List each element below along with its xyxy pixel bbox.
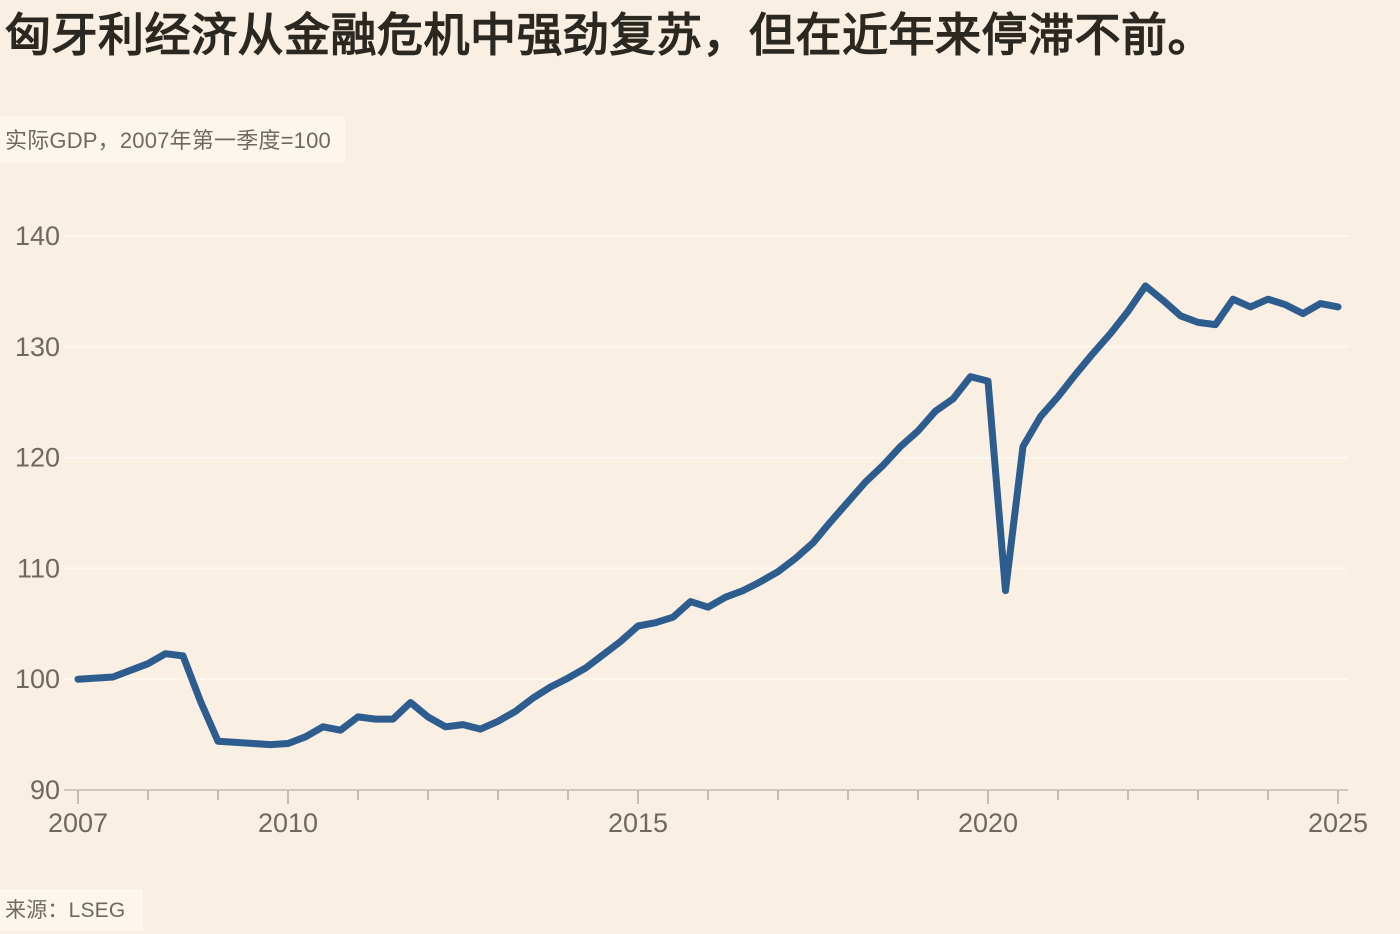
gdp-series-line bbox=[74, 282, 1342, 749]
chart-title: 匈牙利经济从金融危机中强劲复苏，但在近年来停滞不前。 bbox=[5, 9, 1214, 61]
x-axis-label: 2025 bbox=[1308, 808, 1368, 838]
chart-subtitle-box: 实际GDP，2007年第一季度=100 bbox=[0, 116, 345, 163]
chart-subtitle: 实际GDP，2007年第一季度=100 bbox=[5, 128, 331, 153]
y-axis-label: 140 bbox=[15, 221, 60, 251]
chart-source-box: 来源：LSEG bbox=[0, 889, 144, 931]
y-axis-label: 130 bbox=[15, 332, 60, 362]
y-axis-label: 120 bbox=[15, 443, 60, 473]
chart-source: 来源：LSEG bbox=[5, 899, 126, 922]
x-axis-label: 2020 bbox=[958, 808, 1018, 838]
x-axis-label: 2015 bbox=[608, 808, 668, 838]
y-axis-label: 100 bbox=[15, 664, 60, 694]
y-axis-label: 90 bbox=[30, 775, 60, 805]
x-axis-label: 2010 bbox=[258, 808, 318, 838]
x-axis-label: 2007 bbox=[48, 808, 108, 838]
y-axis-label: 110 bbox=[17, 553, 60, 583]
